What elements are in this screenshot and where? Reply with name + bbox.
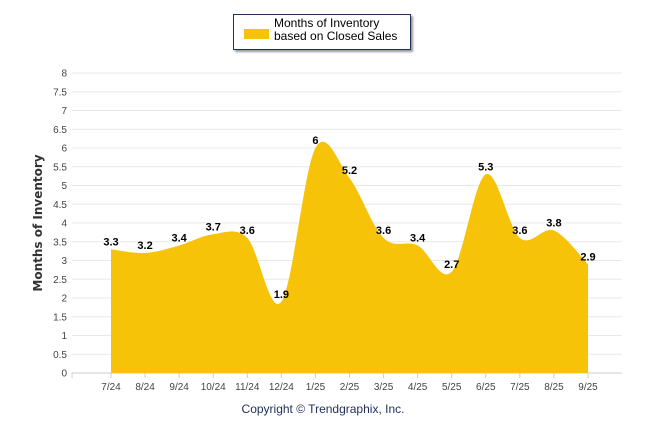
y-tick-label: 8 [61, 69, 67, 80]
legend-label: Months of Inventory based on Closed Sale… [274, 16, 398, 43]
y-tick-label: 0.5 [53, 350, 67, 361]
data-label: 3.4 [171, 233, 187, 245]
data-label: 3.3 [103, 236, 118, 248]
y-tick-label: 7.5 [53, 87, 67, 98]
x-tick-label: 7/25 [510, 382, 530, 393]
x-tick-label: 3/25 [374, 382, 394, 393]
x-tick-label: 6/25 [476, 382, 496, 393]
y-tick-label: 2.5 [53, 275, 67, 286]
x-tick-label: 12/24 [269, 382, 294, 393]
x-tick-label: 10/24 [201, 382, 226, 393]
x-tick-label: 1/25 [306, 382, 326, 393]
chart-legend: Months of Inventory based on Closed Sale… [233, 14, 411, 50]
copyright-text: Copyright © Trendgraphix, Inc. [241, 402, 405, 416]
y-tick-label: 7 [61, 106, 67, 117]
data-label: 1.9 [274, 289, 289, 301]
data-label: 3.6 [512, 225, 527, 237]
data-label: 3.6 [240, 225, 255, 237]
data-label: 5.2 [342, 165, 357, 177]
data-label: 3.2 [137, 240, 152, 252]
x-tick-label: 7/24 [101, 382, 121, 393]
y-tick-label: 6 [61, 144, 67, 155]
y-axis-title: Months of Inventory [31, 154, 45, 291]
area-series [111, 141, 588, 373]
y-tick-label: 2 [61, 294, 67, 305]
y-tick-label: 1.5 [53, 312, 67, 323]
x-tick-label: 8/25 [544, 382, 564, 393]
data-label: 6 [312, 135, 318, 147]
y-tick-label: 3 [61, 256, 67, 267]
y-tick-label: 3.5 [53, 237, 67, 248]
data-label: 5.3 [478, 161, 493, 173]
y-tick-label: 1 [61, 331, 67, 342]
x-tick-label: 11/24 [235, 382, 260, 393]
data-label: 3.7 [206, 221, 221, 233]
y-tick-label: 4 [61, 219, 67, 230]
y-tick-label: 4.5 [53, 200, 67, 211]
y-tick-label: 5.5 [53, 162, 67, 173]
data-label: 3.4 [410, 233, 426, 245]
data-label: 2.7 [444, 259, 459, 271]
x-tick-label: 4/25 [408, 382, 428, 393]
x-tick-label: 8/24 [135, 382, 155, 393]
y-tick-label: 0 [61, 369, 67, 380]
data-label: 2.9 [580, 251, 595, 263]
x-tick-label: 9/24 [169, 382, 189, 393]
x-tick-label: 2/25 [340, 382, 360, 393]
data-label: 3.8 [546, 218, 561, 230]
y-tick-label: 6.5 [53, 125, 67, 136]
x-tick-label: 5/25 [442, 382, 462, 393]
legend-swatch [244, 29, 269, 39]
data-label: 3.6 [376, 225, 391, 237]
x-tick-label: 9/25 [578, 382, 598, 393]
y-tick-label: 5 [61, 181, 67, 192]
